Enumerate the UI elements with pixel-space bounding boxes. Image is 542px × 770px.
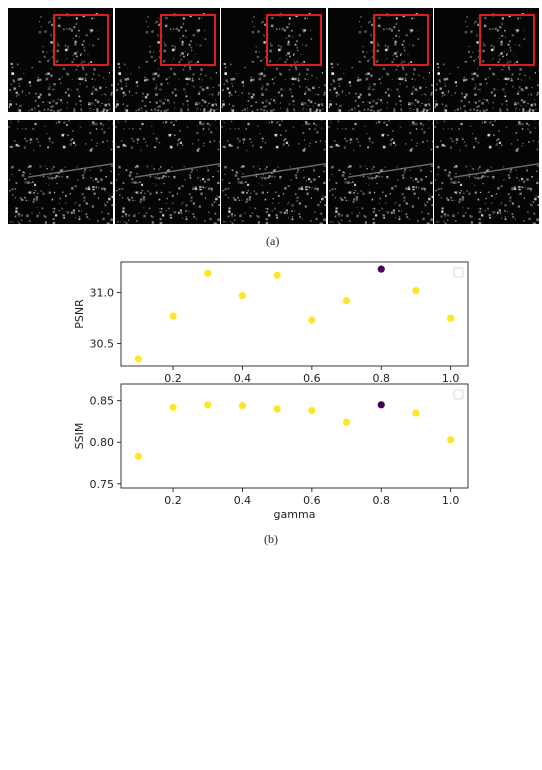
- y-tick-label: 31.0: [90, 287, 115, 300]
- image-tile: [8, 8, 113, 112]
- image-tile: [8, 120, 113, 224]
- x-tick-label: 1.0: [442, 372, 460, 385]
- y-axis-label: SSIM: [73, 423, 86, 450]
- data-point: [274, 405, 281, 412]
- data-point: [378, 266, 385, 273]
- x-tick-label: 0.4: [234, 372, 252, 385]
- x-tick-label: 0.6: [303, 372, 321, 385]
- image-tile: [115, 8, 220, 112]
- y-axis-label: PSNR: [73, 299, 86, 329]
- data-point: [239, 292, 246, 299]
- y-tick-label: 0.85: [90, 395, 115, 408]
- data-point: [343, 297, 350, 304]
- data-point: [169, 312, 176, 319]
- x-tick-label: 0.8: [373, 372, 391, 385]
- data-point: [169, 404, 176, 411]
- x-axis-label: gamma: [274, 508, 316, 521]
- image-tile: [434, 120, 539, 224]
- x-tick-label: 0.2: [164, 494, 182, 507]
- highlight-box: [373, 14, 429, 66]
- highlight-box: [266, 14, 322, 66]
- data-point: [135, 453, 142, 460]
- data-point: [308, 407, 315, 414]
- data-point: [308, 317, 315, 324]
- data-point: [204, 270, 211, 277]
- data-point: [412, 410, 419, 417]
- image-tile: [328, 8, 433, 112]
- image-tile: [328, 120, 433, 224]
- data-point: [274, 272, 281, 279]
- x-tick-label: 0.6: [303, 494, 321, 507]
- highlight-box: [160, 14, 216, 66]
- image-tile: [115, 120, 220, 224]
- image-tile: [221, 120, 326, 224]
- data-point: [447, 436, 454, 443]
- highlight-box: [479, 14, 535, 66]
- data-point: [239, 402, 246, 409]
- data-point: [378, 401, 385, 408]
- legend-box: [454, 268, 463, 277]
- y-tick-label: 0.75: [90, 478, 115, 491]
- data-point: [204, 401, 211, 408]
- y-tick-label: 30.5: [90, 338, 115, 351]
- data-point: [447, 314, 454, 321]
- legend-box: [454, 390, 463, 399]
- data-point: [135, 355, 142, 362]
- y-tick-label: 0.80: [90, 436, 115, 449]
- highlight-box: [53, 14, 109, 66]
- x-tick-label: 0.8: [373, 494, 391, 507]
- caption-a: (a): [266, 234, 279, 249]
- x-tick-label: 0.2: [164, 372, 182, 385]
- data-point: [343, 419, 350, 426]
- x-tick-label: 1.0: [442, 494, 460, 507]
- data-point: [412, 287, 419, 294]
- scatter-charts: 30.5 31.0 0.2 0.4 0.6 0.8 1.0 PSNR 0.75 0.80 0.85 0…: [0, 250, 542, 770]
- plot-frame: [121, 384, 468, 488]
- image-tile: [434, 8, 539, 112]
- caption-b: (b): [264, 532, 278, 547]
- image-tile: [221, 8, 326, 112]
- x-tick-label: 0.4: [234, 494, 252, 507]
